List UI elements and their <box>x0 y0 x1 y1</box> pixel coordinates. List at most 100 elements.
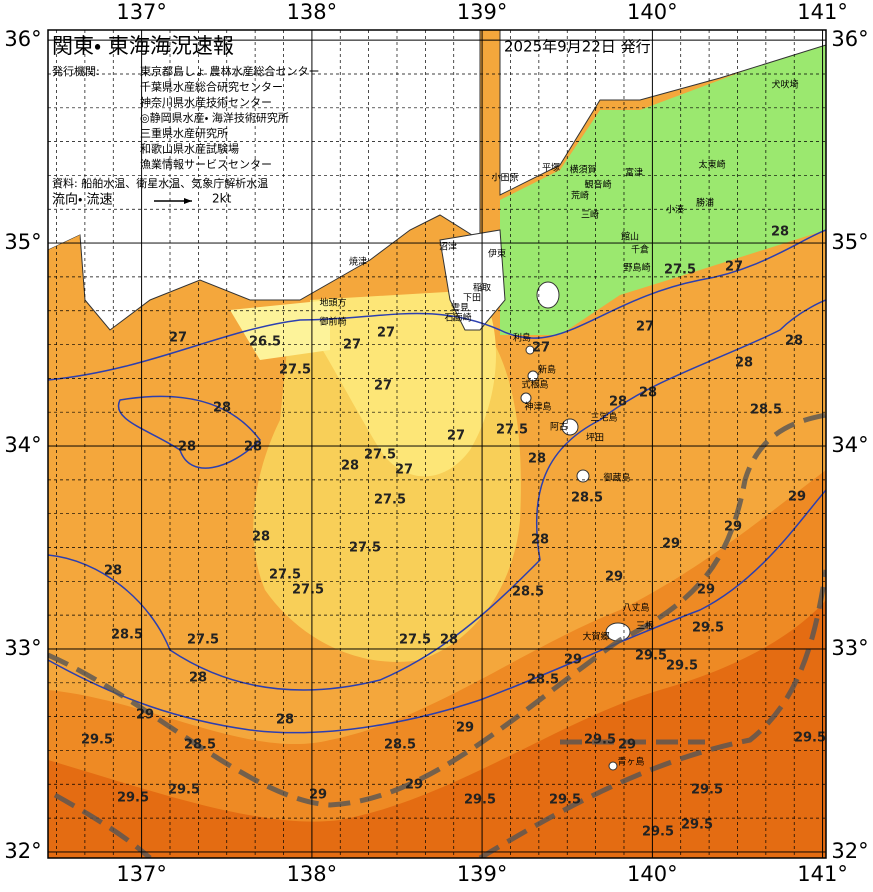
contour-label: 27 <box>725 260 743 275</box>
issuer: 東京都島しょ 農林水産総合センター <box>140 64 320 78</box>
contour-label: 27 <box>447 429 465 444</box>
place-name: 神津島 <box>524 401 551 413</box>
place-name: 伊東 <box>488 248 506 260</box>
lon-tick-label: 137° <box>116 0 167 24</box>
contour-label: 29.5 <box>635 649 667 664</box>
contour-label: 27.5 <box>349 541 381 556</box>
place-name: 阿古 <box>550 421 568 433</box>
contour-label: 28 <box>104 564 122 579</box>
place-name: 荒崎 <box>571 190 589 202</box>
place-name: 焼津 <box>349 257 367 268</box>
contour-label: 29.5 <box>681 818 713 833</box>
contour-label: 29 <box>456 721 474 736</box>
contour-label: 28 <box>639 386 657 401</box>
lon-tick-label: 137° <box>116 862 167 886</box>
lat-tick-label: 36° <box>4 27 41 51</box>
place-name: 石廊崎 <box>444 312 471 324</box>
contour-label: 27 <box>532 341 550 356</box>
place-name: 小田原 <box>491 173 518 184</box>
place-name: 青ヶ島 <box>617 756 644 768</box>
contour-label: 29.5 <box>168 783 200 798</box>
island <box>561 418 579 436</box>
contour-label: 27.5 <box>399 633 431 648</box>
lon-tick-label: 139° <box>457 862 508 886</box>
contour-label: 28.5 <box>184 738 216 753</box>
contour-label: 28 <box>785 334 803 349</box>
contour-label: 29 <box>618 738 636 753</box>
lat-tick-label: 33° <box>4 636 41 660</box>
contour-label: 27.5 <box>269 568 301 583</box>
place-name: 犬吠埼 <box>771 79 798 91</box>
issue-date: 2025年9月22日 発行 <box>504 38 651 56</box>
source: 資料: 船舶水温、衛星水温、気象庁解析水温 <box>52 176 268 190</box>
contour-label: 27 <box>636 320 654 335</box>
place-name: 観音崎 <box>584 179 611 191</box>
contour-label: 28.5 <box>384 738 416 753</box>
land-honshu <box>48 30 481 331</box>
contour-label: 27 <box>169 331 187 346</box>
contour-label: 29 <box>788 490 806 505</box>
place-name: 式根島 <box>521 379 548 391</box>
kuroshio-line <box>478 569 826 858</box>
lat-tick-label: 35° <box>4 230 41 254</box>
contour-label: 29.5 <box>691 783 723 798</box>
contour-label: 29.5 <box>81 733 113 748</box>
contour-label: 29 <box>136 708 154 723</box>
contour-label: 27 <box>374 379 392 394</box>
contour-label: 27 <box>377 326 395 341</box>
land-kanto <box>499 30 826 196</box>
contour-label: 28 <box>276 713 294 728</box>
contour-label: 28.5 <box>527 673 559 688</box>
contour-label: 28 <box>213 401 231 416</box>
sea-cold <box>500 40 826 335</box>
lon-tick-label: 141° <box>797 862 848 886</box>
contour-label: 29 <box>697 583 715 598</box>
contour-labels: 26.5 27 27.5 27 27 27 28 28 28 27.5 27 27.5 28 27 27.5… <box>81 225 826 840</box>
lon-tick-label: 138° <box>287 862 338 886</box>
contour-label: 28 <box>252 530 270 545</box>
contour-label: 29.5 <box>464 793 496 808</box>
place-name: 下田 <box>463 293 481 304</box>
island <box>527 370 539 382</box>
place-name: 新島 <box>538 364 556 376</box>
contour-label: 29 <box>662 537 680 552</box>
island <box>576 469 590 483</box>
place-name: 三根 <box>636 620 654 632</box>
contour-label: 28 <box>178 440 196 455</box>
place-name: 大賀郷 <box>582 631 609 643</box>
contour-label: 27.5 <box>374 493 406 508</box>
issuer: 千葉県水産総合研究センター <box>140 80 283 94</box>
island <box>605 622 631 642</box>
contour-label: 27.5 <box>292 583 324 598</box>
issuer: 漁業情報サービスセンター <box>140 157 272 171</box>
isotherm <box>117 395 261 469</box>
island <box>536 281 560 309</box>
lat-tick-label: 33° <box>831 636 868 660</box>
title: 関東・ 東海海況速報 <box>52 34 234 58</box>
place-name: 地頭方 <box>319 297 346 309</box>
contour-label: 29 <box>309 788 327 803</box>
place-name: 野島崎 <box>623 262 650 274</box>
contour-label: 28.5 <box>750 403 782 418</box>
contour-label: 26.5 <box>249 335 281 350</box>
map-area: 26.5 27 27.5 27 27 27 28 28 28 27.5 27 27.5 28 27 27.5… <box>48 30 826 858</box>
contour-label: 27.5 <box>664 263 696 278</box>
place-name: 三宅島 <box>590 412 617 424</box>
contour-label: 29.5 <box>666 659 698 674</box>
issuer-label: 発行機関: <box>52 64 100 78</box>
place-name: 太東崎 <box>698 159 725 171</box>
lat-tick-label: 32° <box>4 839 41 863</box>
contour-label: 28 <box>528 452 546 467</box>
contour-label: 28 <box>735 356 753 371</box>
island <box>520 392 532 404</box>
island <box>525 345 535 355</box>
contour-label: 27 <box>343 338 361 353</box>
issuer: 三重県水産研究所 <box>140 126 228 140</box>
land-izu <box>439 229 506 331</box>
contour-label: 27.5 <box>279 363 311 378</box>
contour-label: 29.5 <box>117 791 149 806</box>
place-name: 富津 <box>625 167 643 179</box>
place-name: 雲見 <box>451 303 469 314</box>
contour-label: 29 <box>724 520 742 535</box>
